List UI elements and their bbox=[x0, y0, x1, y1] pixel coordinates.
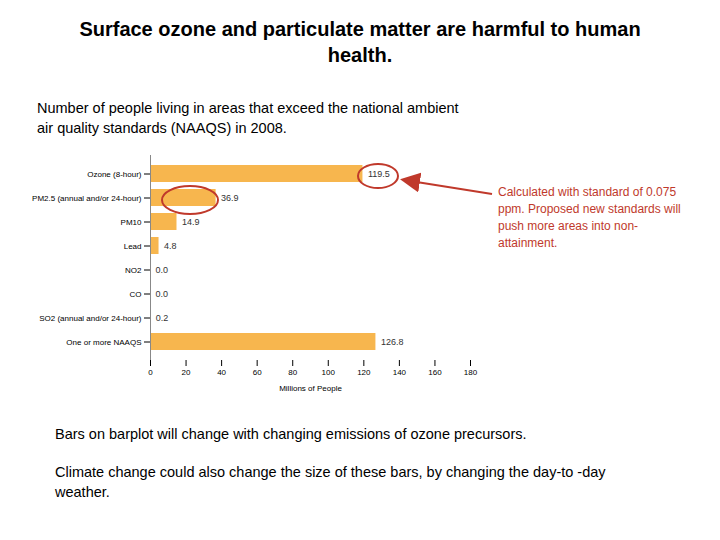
svg-text:SO2 (annual and/or 24-hour): SO2 (annual and/or 24-hour) bbox=[39, 314, 142, 323]
svg-text:36.9: 36.9 bbox=[221, 193, 239, 203]
svg-text:Millions of People: Millions of People bbox=[279, 384, 342, 393]
svg-text:Ozone (8-hour): Ozone (8-hour) bbox=[87, 170, 142, 179]
svg-text:4.8: 4.8 bbox=[164, 241, 177, 251]
svg-text:119.5: 119.5 bbox=[368, 169, 390, 179]
html-text:Number of people living in are: Number of people living in areas that ex… bbox=[37, 100, 459, 136]
svg-text:0.0: 0.0 bbox=[156, 289, 169, 299]
svg-text:PM2.5 (annual and/or 24-hour): PM2.5 (annual and/or 24-hour) bbox=[32, 194, 142, 203]
svg-text:100: 100 bbox=[322, 368, 336, 377]
svg-text:NO2: NO2 bbox=[125, 266, 142, 275]
svg-text:0.0: 0.0 bbox=[156, 265, 169, 275]
svg-text:140: 140 bbox=[393, 368, 407, 377]
html-text:Calculated with standard of 0.: Calculated with standard of 0.075 ppm. P… bbox=[498, 185, 681, 250]
svg-text:PM10: PM10 bbox=[121, 218, 142, 227]
html-text:Bars on barplot will change wi: Bars on barplot will change with changin… bbox=[55, 426, 527, 442]
html-text:Surface ozone and particulate: Surface ozone and particulate matter are… bbox=[79, 18, 641, 66]
svg-text:0.2: 0.2 bbox=[156, 313, 169, 323]
svg-text:180: 180 bbox=[464, 368, 478, 377]
svg-text:120: 120 bbox=[357, 368, 371, 377]
svg-text:One or more NAAQS: One or more NAAQS bbox=[66, 338, 141, 347]
svg-text:20: 20 bbox=[182, 368, 191, 377]
html-text:Climate change could also chan: Climate change could also change the siz… bbox=[55, 464, 606, 500]
svg-text:40: 40 bbox=[217, 368, 226, 377]
svg-text:CO: CO bbox=[130, 290, 142, 299]
svg-text:14.9: 14.9 bbox=[182, 217, 200, 227]
svg-text:160: 160 bbox=[428, 368, 442, 377]
svg-text:80: 80 bbox=[288, 368, 297, 377]
svg-text:0: 0 bbox=[148, 368, 153, 377]
svg-text:Lead: Lead bbox=[124, 242, 142, 251]
svg-text:126.8: 126.8 bbox=[381, 337, 404, 347]
svg-text:60: 60 bbox=[253, 368, 262, 377]
